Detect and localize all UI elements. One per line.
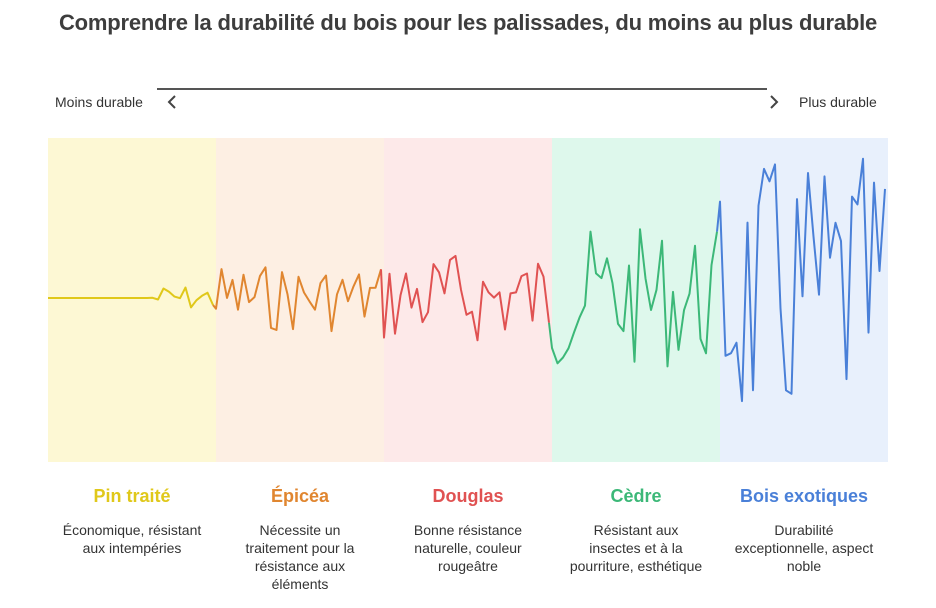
category-cedre: Cèdre Résistant aux insectes et à la pou… <box>552 486 720 575</box>
category-name: Pin traité <box>93 486 171 506</box>
durability-bands <box>48 138 888 462</box>
category-description: Bonne résistance naturelle, couleur roug… <box>413 522 523 574</box>
category-bois-exotiques: Bois exotiques Durabilité exceptionnelle… <box>720 486 888 575</box>
band-epicea <box>216 138 384 462</box>
category-pin-traite: Pin traité Économique, résistant aux int… <box>48 486 216 557</box>
category-name: Épicéa <box>270 486 330 506</box>
chevron-right-icon <box>770 95 779 109</box>
wave-segment-3 <box>548 228 718 368</box>
category-description: Résistant aux insectes et à la pourritur… <box>569 522 703 574</box>
category-name: Douglas <box>432 486 504 506</box>
band-cedre <box>552 138 720 462</box>
category-name: Bois exotiques <box>739 486 869 506</box>
wave-segment-4 <box>716 157 886 403</box>
band-douglas <box>384 138 552 462</box>
wave-segment-0 <box>48 286 214 309</box>
durability-waveform <box>48 157 886 403</box>
chevron-left-icon <box>167 95 176 109</box>
wave-segment-1 <box>212 266 382 333</box>
page-title: Comprendre la durabilité du bois pour le… <box>58 10 878 35</box>
category-description: Nécessite un traitement pour la résistan… <box>245 522 355 592</box>
category-epicea: Épicéa Nécessite un traitement pour la r… <box>216 486 384 593</box>
scale-right-label: Plus durable <box>799 94 877 110</box>
category-douglas: Douglas Bonne résistance naturelle, coul… <box>384 486 552 575</box>
category-description: Économique, résistant aux intempéries <box>62 522 202 556</box>
wave-segment-2 <box>380 254 550 342</box>
category-name: Cèdre <box>610 486 662 506</box>
category-description: Durabilité exceptionnelle, aspect noble <box>734 522 874 574</box>
scale-left-label: Moins durable <box>55 94 143 110</box>
durability-scale-line <box>157 88 767 90</box>
